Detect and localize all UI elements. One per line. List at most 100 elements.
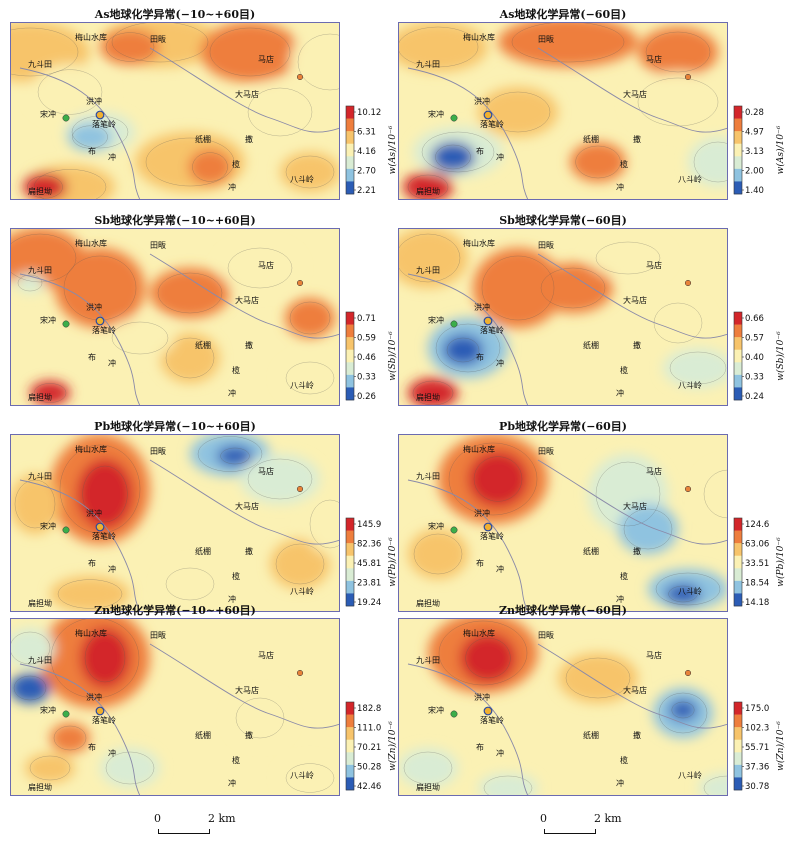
colorbar-segment [734,739,742,753]
place-label: 冲 [108,564,116,574]
colorbar-frame [345,517,355,607]
panel-title: Sb地球化学异常(−10~+60目) [94,213,255,227]
colorbar-segment [346,106,354,119]
place-label: 落笔岭 [480,119,504,129]
colorbar-label: w(Pb)/10⁻⁶ [775,537,786,587]
place-label: 冲 [496,152,504,162]
colorbar-tick-label: 82.36 [357,540,381,550]
place-label: 大马店 [623,685,647,695]
place-label: 田畈 [150,446,166,456]
colorbar-label: w(Sb)/10⁻⁶ [387,331,398,381]
contour-line [53,725,87,751]
road-line [537,47,728,133]
colorbar-segment [734,530,742,544]
contour-line [37,69,103,115]
colorbar-segment [734,777,742,791]
deposit-marker [483,110,493,120]
place-label: 马店 [646,54,662,64]
anomaly-zone [77,459,133,529]
place-label: 宋冲 [40,109,56,119]
anomaly-zone [30,381,70,405]
panel-title: Zn地球化学异常(−60目) [499,603,627,617]
anomaly-zone [30,64,110,120]
colorbar-tick-label: 2.21 [357,186,376,196]
colorbar-segment [734,156,742,170]
sample-site-marker [296,279,304,287]
colorbar-tick-label: 0.46 [357,353,376,363]
anomaly-zone [698,773,728,796]
place-label: 冲 [108,358,116,368]
road-line [19,479,141,612]
anomaly-zone [305,494,340,554]
colorbar-segment [734,702,742,715]
colorbar-segment [346,387,354,401]
scale-bar-line [158,829,210,834]
place-label: 洪冲 [474,508,490,518]
place-label: 布 [476,742,484,752]
colorbar-tick-label: 0.33 [745,373,764,383]
anomaly-zone [285,298,335,338]
colorbar-segment [346,312,354,325]
anomaly-zone [468,451,528,507]
colorbar-segment [346,777,354,791]
sample-site-marker [62,320,70,328]
anomaly-zone [25,753,75,783]
contour-line [668,585,698,603]
contour-line [165,337,215,379]
place-label: 八斗岭 [290,380,314,390]
panel-title: As地球化学异常(−60目) [499,7,627,21]
place-label: 洪冲 [86,96,102,106]
contour-line [157,272,223,314]
place-label: 田畈 [538,446,554,456]
place-label: 梅山水库 [463,32,495,42]
place-label: 落笔岭 [92,325,116,335]
map-frame [10,228,340,406]
place-label: 布 [476,558,484,568]
colorbar-segment [734,362,742,376]
deposit-marker [483,522,493,532]
road-line [19,67,141,200]
anomaly-zone [478,87,558,137]
colorbar-segment [346,143,354,157]
place-label: 大马店 [235,295,259,305]
place-label: 洪冲 [474,96,490,106]
place-label: 纸棚 [195,340,211,350]
colorbar-tick-label: 14.18 [745,598,769,608]
contour-line [448,442,538,516]
contour-line [235,697,285,739]
contour-line [29,755,71,781]
map-panel: Zn地球化学异常(−10~+60目) 梅山水库 田畈 九斗田 洪冲 宋冲 落笔岭 马店 大马店纸… [10,603,400,809]
colorbar-tick-label: 63.06 [745,540,769,550]
place-label: 榄 [232,159,240,169]
contour-line [10,631,51,665]
place-label: 九斗田 [28,266,52,275]
colorbar-segment [346,374,354,388]
place-label: 田畈 [150,630,166,640]
place-label: 榄 [620,365,628,375]
colorbar-tick-label: 37.36 [745,763,769,773]
place-label: 榄 [232,755,240,765]
contour-line [669,351,727,385]
contour-line [111,22,209,63]
contour-line [703,775,728,796]
colorbar-segment [734,106,742,119]
place-label: 九斗田 [416,472,440,481]
contour-line [145,137,235,187]
anomaly-zone [220,243,300,293]
place-label: 扁担坳 [416,598,440,608]
contour-line [59,444,141,534]
anomaly-zone [10,673,50,703]
place-label: 冲 [228,388,236,398]
map-panel: Zn地球化学异常(−60目) 梅山水库 田畈 九斗田 洪冲 宋冲 落笔岭 马店 大马店 纸棚撒榄冲… [398,603,788,809]
anomaly-zone [200,22,300,82]
colorbar-segment [734,131,742,145]
contour-line [438,620,528,686]
colorbar-segment [734,181,742,195]
deposit-marker [95,522,105,532]
anomaly-zone [150,268,230,318]
place-label: 马店 [258,260,274,270]
colorbar-segment [346,156,354,170]
place-label: 大马店 [623,89,647,99]
sample-site-marker [296,73,304,81]
